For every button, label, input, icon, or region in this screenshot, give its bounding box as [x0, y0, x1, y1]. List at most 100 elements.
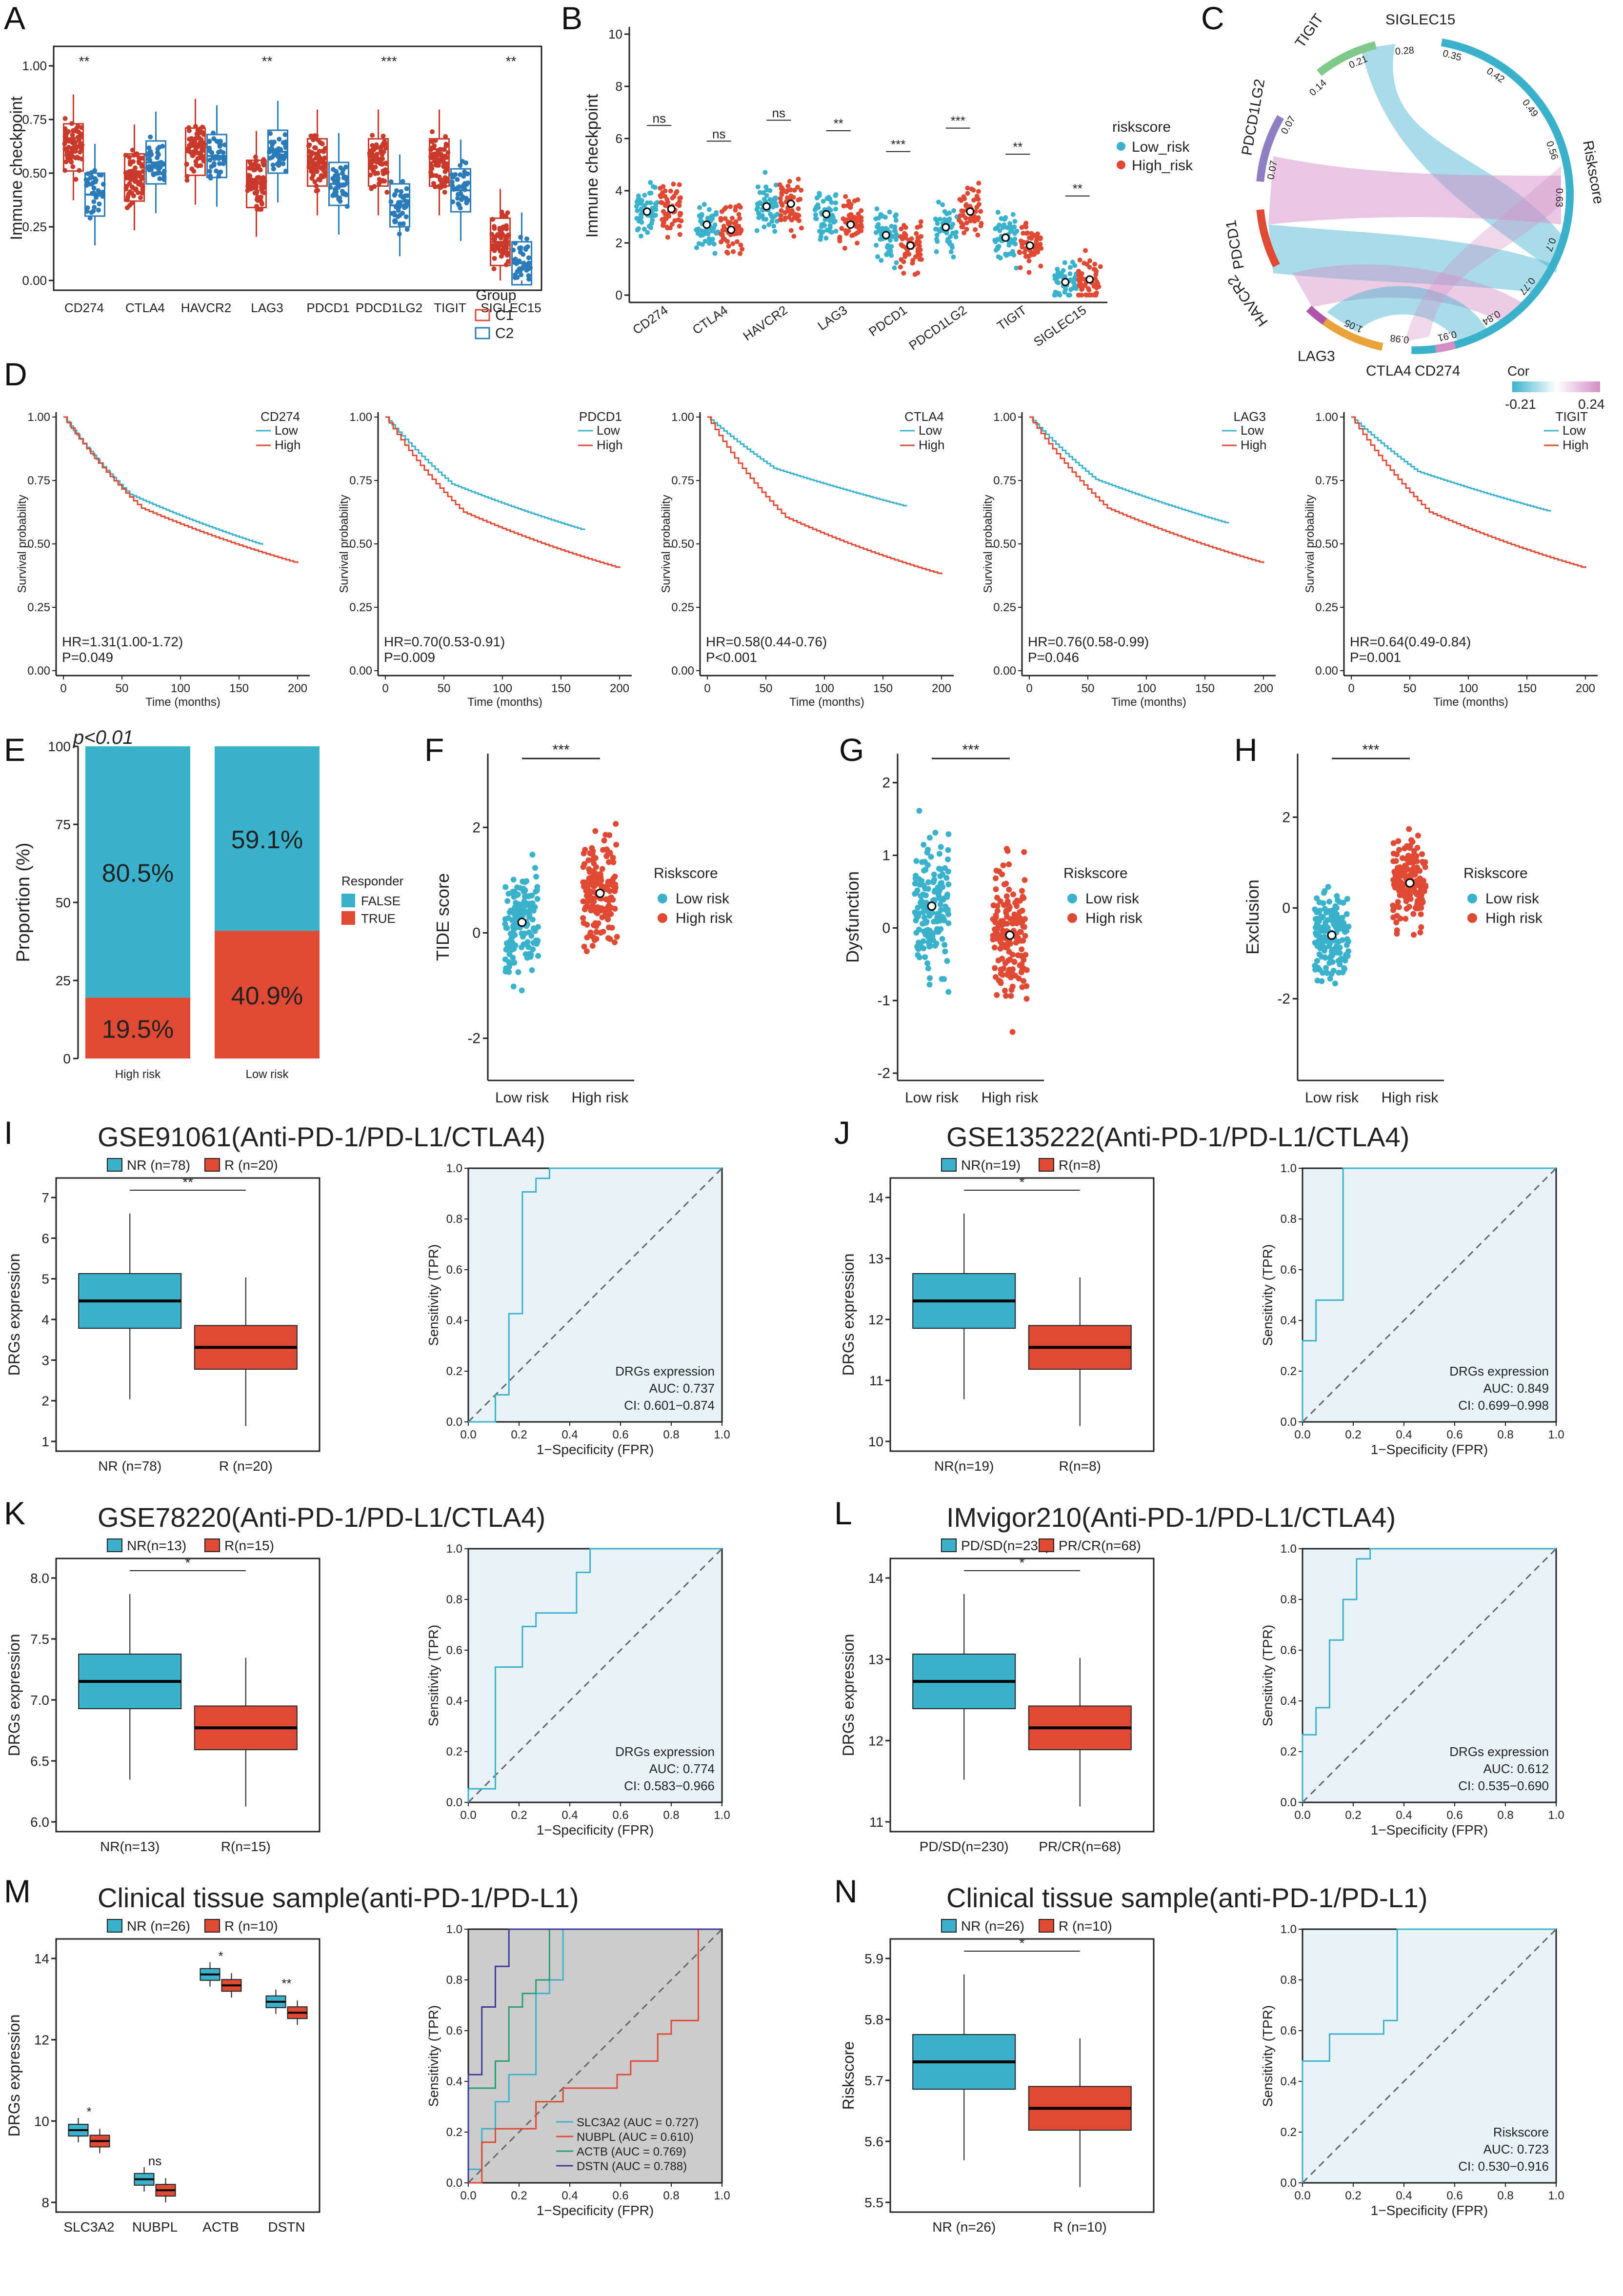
- d-legend-low: Low: [1563, 423, 1586, 438]
- fgh-point: [1002, 960, 1008, 966]
- d-xlabel: Time (months): [1433, 696, 1508, 709]
- d-ytick-label: 0.00: [27, 664, 50, 678]
- roc-legend-nr: NR (n=26): [127, 1918, 190, 1934]
- b-point: [884, 252, 889, 258]
- a-point: [62, 126, 68, 131]
- b-point: [639, 233, 644, 239]
- a-point: [505, 232, 511, 238]
- a-point: [146, 157, 152, 162]
- a-point: [392, 193, 397, 198]
- a-point: [490, 217, 496, 222]
- fgh-point: [921, 920, 927, 926]
- a-point: [457, 184, 462, 189]
- b-point: [993, 247, 999, 253]
- a-point: [255, 206, 260, 212]
- fgh-point: [992, 965, 998, 971]
- fgh-point: [999, 956, 1005, 962]
- d-xlabel: Time (months): [145, 696, 220, 709]
- roc-ytick-label: 1.0: [446, 1923, 462, 1936]
- fgh-point: [1001, 881, 1007, 887]
- a-point: [445, 150, 451, 155]
- a-point: [215, 154, 220, 160]
- roc-title: Clinical tissue sample(anti-PD-1/PD-L1): [946, 1882, 1428, 1913]
- b-point: [658, 194, 663, 200]
- fgh-ytick-label: 2: [472, 819, 481, 836]
- b-point: [880, 213, 885, 219]
- b-point: [677, 211, 682, 216]
- roc-xtick-label: 0.8: [663, 2189, 679, 2202]
- fgh-point: [1412, 905, 1419, 911]
- b-point: [1026, 235, 1032, 240]
- b-point: [1032, 233, 1037, 238]
- fgh-xtick: High risk: [982, 1090, 1039, 1106]
- fgh-point: [503, 925, 509, 931]
- fgh-point: [586, 869, 593, 875]
- a-point: [186, 125, 191, 130]
- fgh-point: [600, 928, 606, 935]
- chord-label-pdcd1lg2: PDCD1LG2: [1239, 78, 1268, 157]
- panel-label-a: A: [4, 0, 25, 36]
- a-point: [281, 156, 286, 161]
- fgh-point: [1419, 851, 1425, 857]
- fgh-point: [991, 944, 998, 951]
- a-point: [255, 198, 260, 203]
- fgh-point: [924, 846, 931, 853]
- legend-true: TRUE: [361, 911, 396, 926]
- fgh-point: [1006, 861, 1012, 867]
- fgh-point: [1326, 960, 1333, 966]
- fgh-point: [1342, 925, 1348, 932]
- b-point: [700, 242, 705, 247]
- b-point: [733, 219, 739, 224]
- b-point: [1089, 292, 1094, 298]
- d-ytick-label: 0.75: [1315, 474, 1338, 487]
- a-point: [214, 168, 219, 174]
- fgh-point: [517, 885, 523, 891]
- a-point: [367, 152, 373, 157]
- box-frame: [55, 1177, 321, 1452]
- a-ytick-label: 0.50: [22, 166, 47, 180]
- fgh-point: [945, 868, 951, 875]
- roc-auc: AUC: 0.774: [649, 1761, 715, 1776]
- d-xtick-label: 200: [288, 682, 307, 695]
- fgh-point: [592, 920, 599, 926]
- roc-curve: [468, 1167, 722, 1423]
- box-ytick-label: 8: [41, 2195, 49, 2210]
- a-point: [311, 137, 316, 142]
- fgh-point: [612, 906, 618, 912]
- fgh-point: [1395, 899, 1401, 905]
- a-point: [428, 154, 434, 160]
- a-point: [283, 145, 288, 150]
- a-point: [314, 133, 319, 139]
- b-point: [1072, 263, 1078, 268]
- a-point: [268, 140, 274, 145]
- b-point: [785, 183, 791, 189]
- b-point: [813, 212, 818, 218]
- b-point: [1026, 270, 1032, 275]
- b-point: [697, 213, 702, 219]
- fgh-point: [998, 966, 1004, 973]
- roc-ytick-label: 0.6: [446, 2024, 462, 2037]
- b-point: [846, 213, 852, 218]
- fgh-legend-dot: [658, 913, 667, 923]
- fgh-point: [1396, 847, 1403, 853]
- c-scale-label: 0.28: [1395, 45, 1414, 57]
- fgh-point: [1399, 885, 1405, 892]
- a-point: [461, 182, 466, 188]
- a-point: [341, 167, 346, 172]
- a-point: [155, 146, 160, 152]
- fgh-point: [945, 911, 951, 918]
- fgh-ytick-label: -1: [877, 993, 890, 1009]
- b-point: [879, 258, 884, 263]
- a-point: [342, 192, 348, 197]
- a-point: [400, 211, 405, 216]
- d-p: P=0.046: [1028, 650, 1079, 665]
- a-point: [138, 195, 143, 200]
- fgh-point: [1406, 826, 1412, 832]
- fgh-point: [1341, 965, 1347, 971]
- a-point: [458, 191, 463, 196]
- fgh-point: [1401, 893, 1407, 899]
- roc-xtick-label: 1.0: [1548, 1809, 1564, 1822]
- b-point: [1067, 265, 1073, 270]
- a-point: [133, 165, 138, 171]
- roc-ytick-label: 1.0: [446, 1542, 462, 1556]
